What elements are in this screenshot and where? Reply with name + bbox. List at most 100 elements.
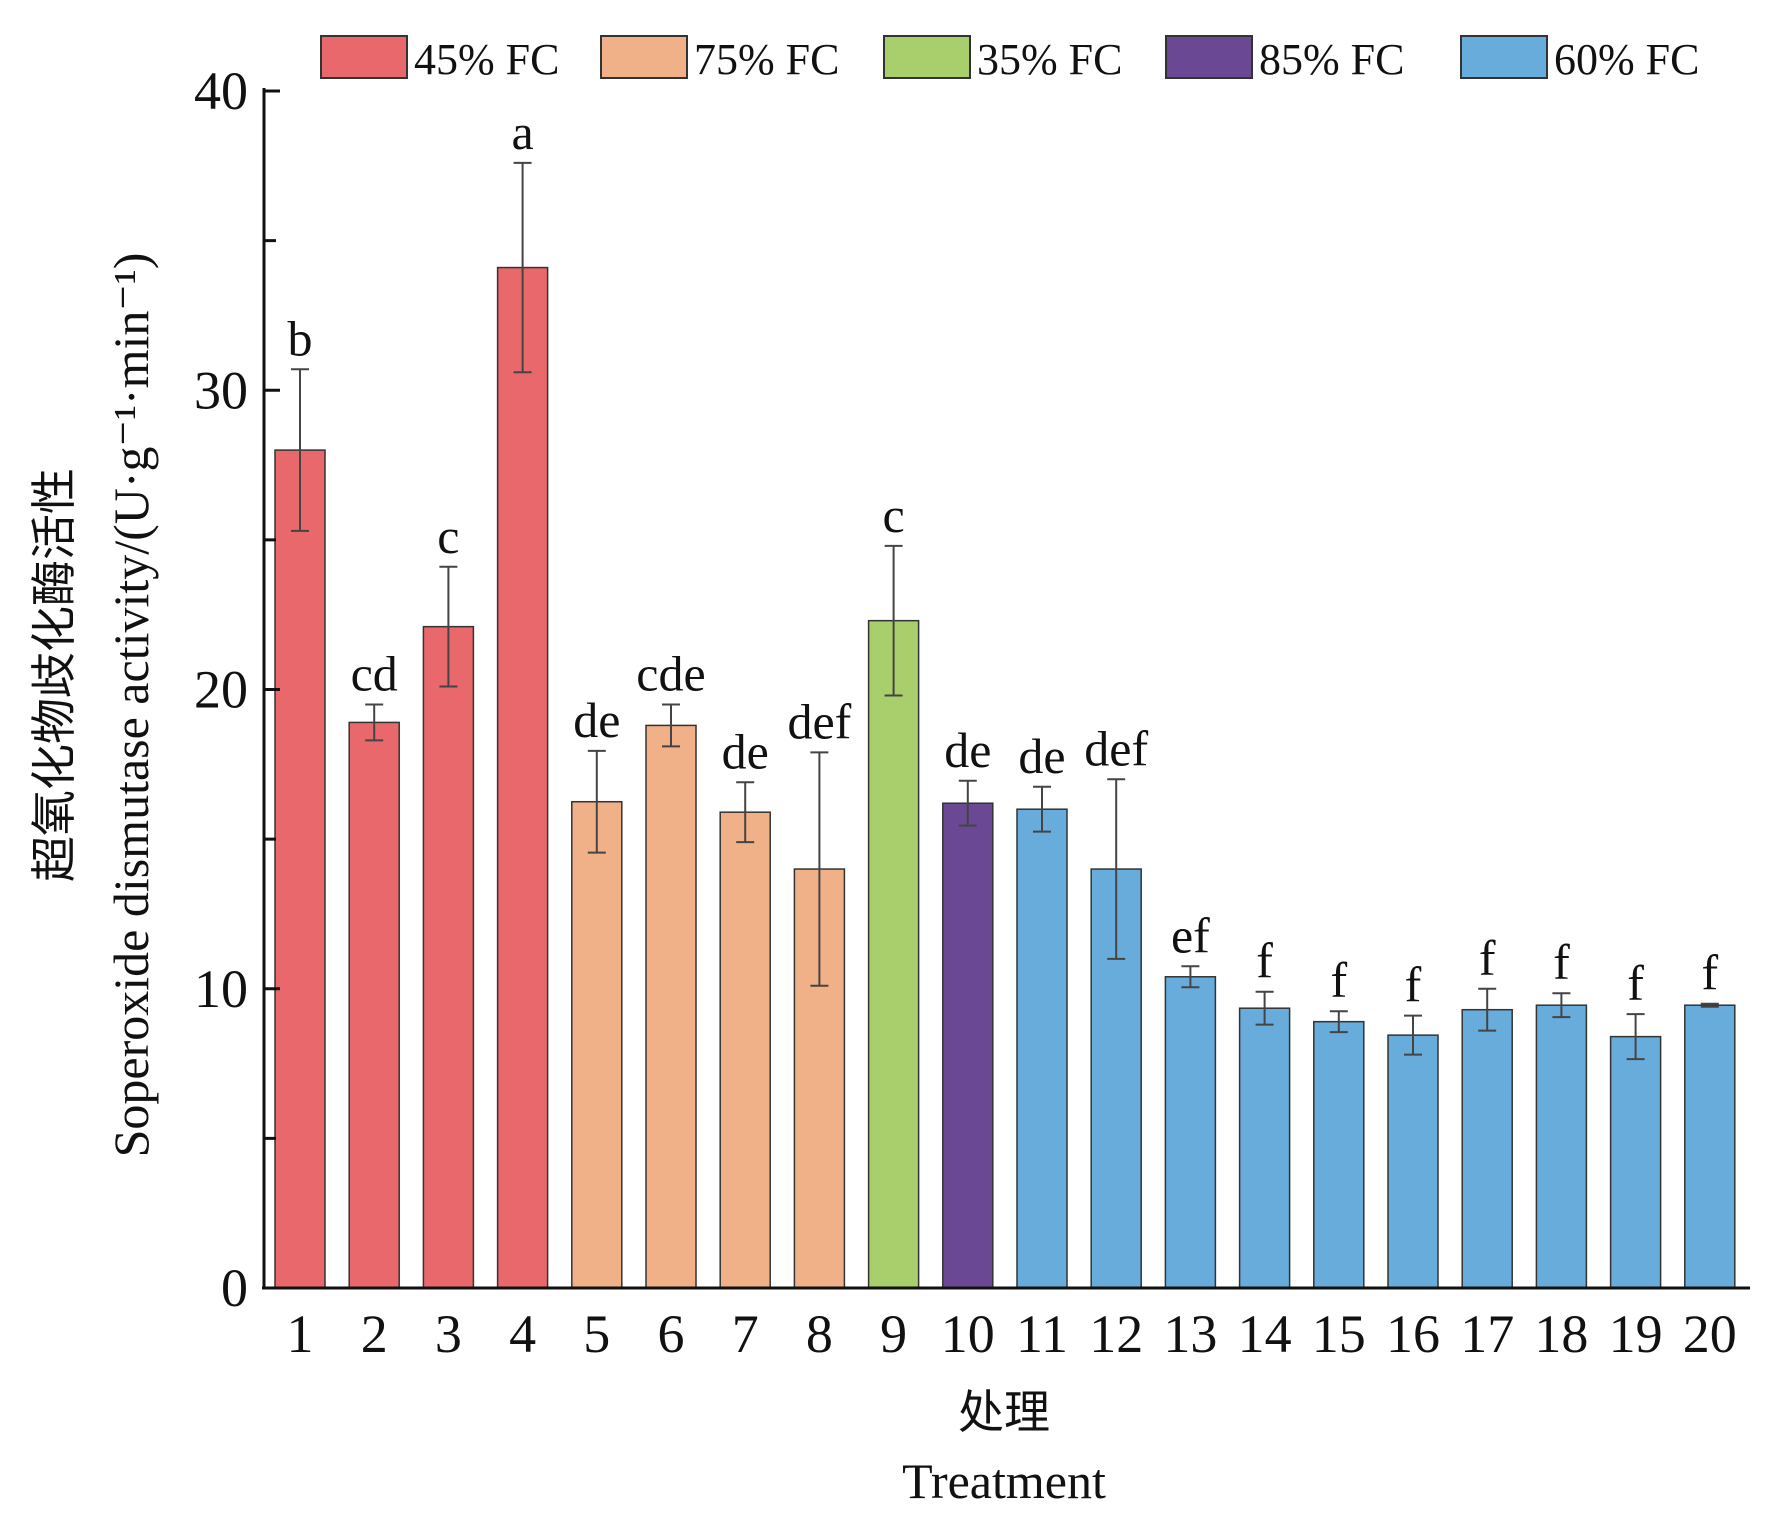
x-tick-label: 4 (509, 1304, 536, 1364)
error-bar-17 (1478, 987, 1497, 1032)
x-tick-label: 19 (1609, 1304, 1663, 1364)
legend-swatch (1460, 35, 1548, 79)
legend-item: 75% FC (600, 35, 839, 84)
error-bar-20 (1700, 1002, 1719, 1008)
error-bar-15 (1329, 1010, 1348, 1034)
significance-label: c (437, 508, 459, 564)
x-tick-label: 2 (361, 1304, 388, 1364)
significance-label: de (1018, 728, 1065, 784)
y-tick-label: 10 (194, 959, 248, 1019)
significance-label: def (787, 693, 851, 749)
significance-label: c (882, 487, 904, 543)
legend-swatch (883, 35, 971, 79)
bar-13 (1164, 976, 1217, 1289)
bar-11 (1016, 808, 1068, 1289)
y-axis-label: Soperoxide dismutase activity/(U·g⁻¹·min… (103, 253, 159, 1158)
error-bar-8 (810, 751, 829, 987)
x-tick-label: 1 (287, 1304, 314, 1364)
x-tick-label: 5 (583, 1304, 610, 1364)
x-tick-label: 9 (880, 1304, 907, 1364)
x-tick-label: 7 (732, 1304, 759, 1364)
error-bar-18 (1552, 992, 1571, 1019)
legend-label: 35% FC (977, 35, 1122, 84)
significance-label: ef (1171, 907, 1210, 963)
significance-label: f (1627, 955, 1644, 1011)
legend-label: 75% FC (694, 35, 839, 84)
x-tick-label: 3 (435, 1304, 462, 1364)
error-bar-4 (513, 161, 532, 374)
error-bar-5 (587, 749, 606, 854)
legend-label: 60% FC (1554, 35, 1699, 84)
bar-10 (942, 802, 994, 1289)
legend-item: 60% FC (1460, 35, 1699, 84)
legend-item: 85% FC (1165, 35, 1404, 84)
bar-14 (1238, 1007, 1291, 1289)
bar-8 (793, 868, 846, 1289)
y-tick-label: 40 (194, 61, 248, 121)
significance-label: de (944, 722, 991, 778)
error-bar-7 (736, 781, 755, 844)
error-bar-1 (291, 368, 309, 532)
x-tick-label: 18 (1534, 1304, 1588, 1364)
error-bar-9 (884, 544, 903, 697)
bar-12 (1090, 868, 1142, 1289)
bar-17 (1461, 1008, 1513, 1289)
x-axis-label-cn: 处理 (958, 1385, 1050, 1439)
bar-5 (571, 800, 623, 1289)
x-tick-label: 8 (806, 1304, 833, 1364)
axes (262, 88, 1750, 1290)
significance-label: cd (351, 645, 398, 701)
bar-9 (867, 619, 920, 1289)
bar-1 (274, 449, 326, 1289)
significance-label: f (1330, 952, 1347, 1008)
significance-label: f (1256, 933, 1273, 989)
error-bar-14 (1255, 990, 1274, 1026)
x-ticks: 1 2 3 4 5 6 7 8 9 10 11 12 13 14 15 16 17 18 19 20 (287, 1304, 1737, 1364)
bar-4 (496, 266, 549, 1289)
y-tick-label: 0 (221, 1258, 248, 1318)
significance-label: f (1479, 930, 1496, 986)
x-tick-label: 16 (1386, 1304, 1440, 1364)
significance-label: a (511, 104, 533, 160)
significance-label: f (1405, 957, 1422, 1013)
error-bar-6 (662, 703, 680, 748)
error-bar-2 (365, 703, 384, 742)
bar-20 (1684, 1004, 1736, 1289)
significance-label: b (288, 310, 313, 366)
significance-label: de (573, 692, 620, 748)
error-bar-3 (439, 565, 458, 688)
significance-label: def (1084, 720, 1148, 776)
x-tick-label: 6 (658, 1304, 685, 1364)
error-bar-12 (1107, 778, 1126, 960)
error-bar-13 (1181, 965, 1200, 989)
legend-swatch (1165, 35, 1253, 79)
bar-18 (1535, 1004, 1588, 1289)
bar-3 (422, 625, 475, 1289)
legend-item: 45% FC (320, 35, 559, 84)
significance-label: cde (636, 645, 705, 701)
legend-swatch (600, 35, 688, 79)
legend-swatch (320, 35, 408, 79)
x-tick-label: 10 (941, 1304, 995, 1364)
significance-label: f (1701, 945, 1718, 1001)
y-axis-label-cn: 超氧化物歧化酶活性 (27, 468, 81, 882)
y-tick-label: 20 (194, 660, 248, 720)
legend-item: 35% FC (883, 35, 1122, 84)
x-tick-label: 20 (1683, 1304, 1737, 1364)
legend-label: 85% FC (1259, 35, 1404, 84)
bar-19 (1609, 1035, 1662, 1289)
bar-15 (1313, 1020, 1365, 1289)
bar-2 (348, 721, 400, 1289)
x-tick-label: 15 (1312, 1304, 1366, 1364)
error-bar-11 (1033, 785, 1051, 833)
significance-label: de (722, 723, 769, 779)
bar-16 (1387, 1034, 1439, 1289)
x-tick-label: 11 (1016, 1304, 1068, 1364)
x-tick-label: 17 (1460, 1304, 1514, 1364)
y-ticks: 0 10 20 30 40 (194, 61, 280, 1318)
significance-label: f (1553, 934, 1570, 990)
x-axis-label: Treatment (902, 1453, 1106, 1509)
x-tick-label: 13 (1163, 1304, 1217, 1364)
